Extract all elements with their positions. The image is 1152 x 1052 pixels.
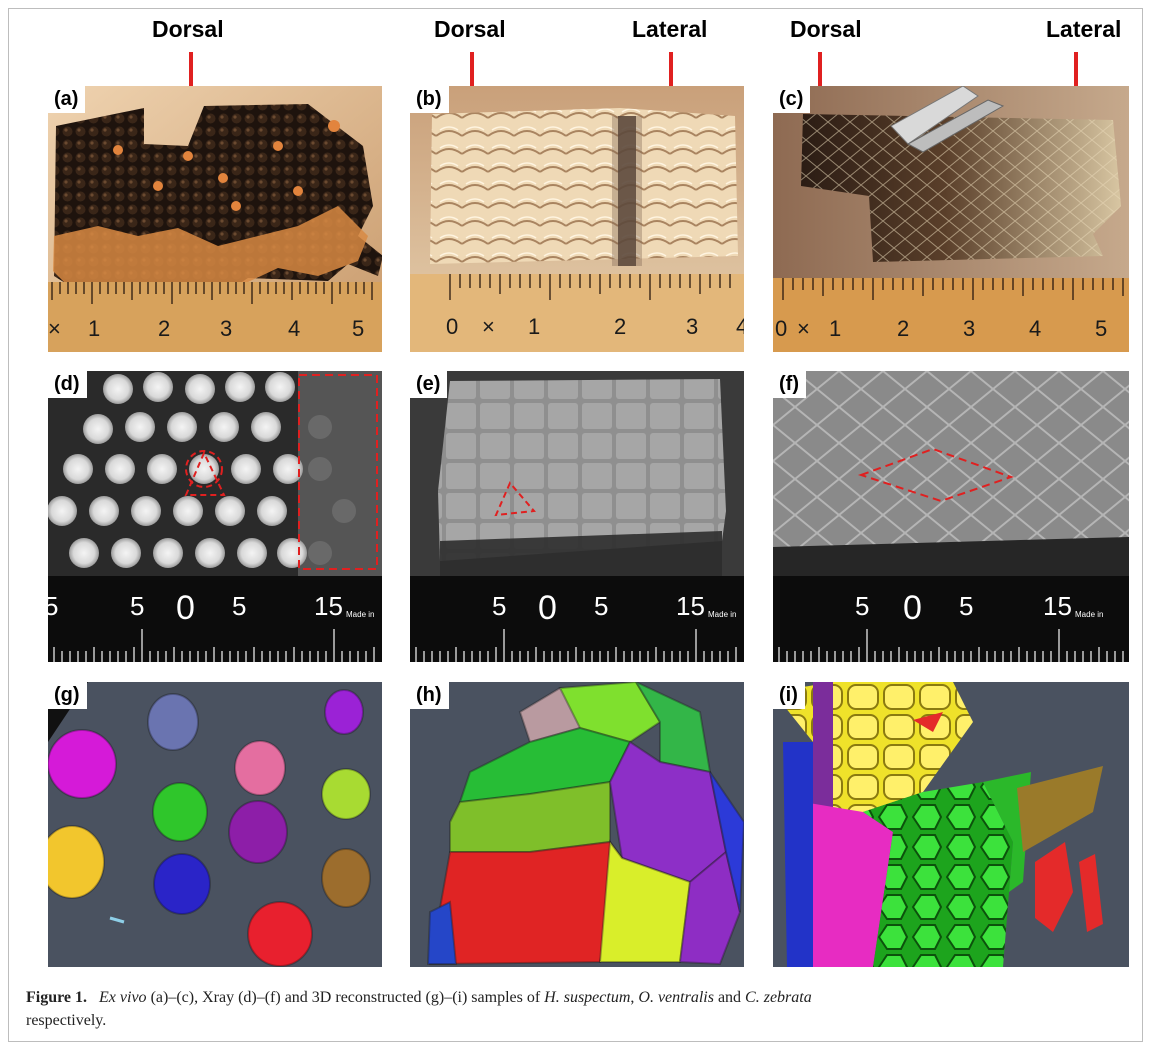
panel-tag-h: (h) xyxy=(410,682,449,709)
figure-caption: Figure 1. Ex vivo (a)–(c), Xray (d)–(f) … xyxy=(26,986,1126,1032)
ruler-b-tick-3: 2 xyxy=(614,314,626,339)
xray-d-tick-4: 15 xyxy=(314,591,343,621)
panel-h-image xyxy=(410,682,744,967)
panel-tag-b: (b) xyxy=(410,86,449,113)
caption-line-2: respectively. xyxy=(26,1012,107,1029)
caption-species-2: O. ventralis xyxy=(638,989,714,1006)
caption-sep-2: and xyxy=(713,989,746,1006)
panel-b-photo: (b) 0 × xyxy=(410,86,744,352)
xray-d-tick-1: 5 xyxy=(130,591,144,621)
panel-a-photo: (a) xyxy=(48,86,382,352)
ruler-c-tick-3: 2 xyxy=(897,316,909,341)
panel-g-render: (g) xyxy=(48,682,382,967)
ruler-c-tick-1: × xyxy=(797,316,810,341)
ruler-a-tick-4: 4 xyxy=(288,316,300,341)
ruler-b-tick-1: × xyxy=(482,314,495,339)
label-dorsal-c: Dorsal xyxy=(790,16,862,42)
ruler-b-tick-5: 4 xyxy=(736,314,744,339)
panel-b-image: 0 × 1 2 3 4 xyxy=(410,86,744,352)
panel-h-render: (h) xyxy=(410,682,744,967)
panel-c-photo: (c) xyxy=(773,86,1129,352)
ruler-c-tick-4: 3 xyxy=(963,316,975,341)
panel-i-render: (i) xyxy=(773,682,1129,967)
ruler-b-tick-4: 3 xyxy=(686,314,698,339)
label-dorsal-b: Dorsal xyxy=(434,16,506,42)
xray-f-tick-0: 5 xyxy=(855,591,869,621)
ruler-c-tick-5: 4 xyxy=(1029,316,1041,341)
ruler-a-tick-3: 3 xyxy=(220,316,232,341)
xray-e-tick-0: 5 xyxy=(492,591,506,621)
xray-d-brand: Made in xyxy=(346,610,374,619)
label-lateral-b: Lateral xyxy=(632,16,708,42)
label-dorsal-a: Dorsal xyxy=(152,16,224,42)
panel-f-xray: (f) 5 0 xyxy=(773,371,1129,662)
caption-species-1: H. suspectum xyxy=(544,989,631,1006)
panel-tag-g: (g) xyxy=(48,682,87,709)
label-lateral-c: Lateral xyxy=(1046,16,1122,42)
ruler-c-tick-0: 0 xyxy=(775,316,787,341)
panel-a-image: × 1 2 3 4 5 xyxy=(48,86,382,352)
xray-f-brand: Made in xyxy=(1075,610,1103,619)
xray-e-tick-2: 5 xyxy=(594,591,608,621)
panel-d-xray: (d) xyxy=(48,371,382,662)
ruler-a-tick-2: 2 xyxy=(158,316,170,341)
panel-tag-a: (a) xyxy=(48,86,86,113)
xray-e-tick-3: 15 xyxy=(676,591,705,621)
ruler-c-tick-6: 5 xyxy=(1095,316,1107,341)
figure-frame xyxy=(8,8,1143,1042)
panel-g-image xyxy=(48,682,382,967)
panel-e-xray: (e) 5 0 5 xyxy=(410,371,744,662)
xray-f-tick-1: 0 xyxy=(903,589,922,627)
xray-d-tick-0: 5 xyxy=(48,591,58,621)
xray-d-tick-3: 5 xyxy=(232,591,246,621)
ruler-c-tick-2: 1 xyxy=(829,316,841,341)
panel-e-image: 5 0 5 15 Made in xyxy=(410,371,744,662)
xray-e-brand: Made in xyxy=(708,610,736,619)
panel-tag-i: (i) xyxy=(773,682,805,709)
xray-f-tick-3: 15 xyxy=(1043,591,1072,621)
panel-f-image: 5 0 5 15 Made in xyxy=(773,371,1129,662)
ruler-a-tick-5: 5 xyxy=(352,316,364,341)
panel-c-image: 0 × 1 2 3 4 5 xyxy=(773,86,1129,352)
xray-d-tick-2: 0 xyxy=(176,589,195,627)
ruler-a-tick-0: × xyxy=(48,316,61,341)
panel-i-image xyxy=(773,682,1129,967)
panel-tag-e: (e) xyxy=(410,371,448,398)
panel-d-image: 5 5 0 5 15 Made in xyxy=(48,371,382,662)
caption-text-1: (a)–(c), Xray (d)–(f) and 3D reconstruct… xyxy=(146,989,545,1006)
ruler-a-tick-1: 1 xyxy=(88,316,100,341)
caption-sep-1: , xyxy=(630,989,639,1006)
caption-ex-vivo: Ex vivo xyxy=(99,989,147,1006)
panel-tag-d: (d) xyxy=(48,371,87,398)
ruler-b-tick-2: 1 xyxy=(528,314,540,339)
caption-species-3: C. zebrata xyxy=(745,989,812,1006)
xray-f-tick-2: 5 xyxy=(959,591,973,621)
panel-tag-c: (c) xyxy=(773,86,811,113)
caption-label: Figure 1. xyxy=(26,989,88,1006)
ruler-b-tick-0: 0 xyxy=(446,314,458,339)
xray-e-tick-1: 0 xyxy=(538,589,557,627)
panel-tag-f: (f) xyxy=(773,371,806,398)
